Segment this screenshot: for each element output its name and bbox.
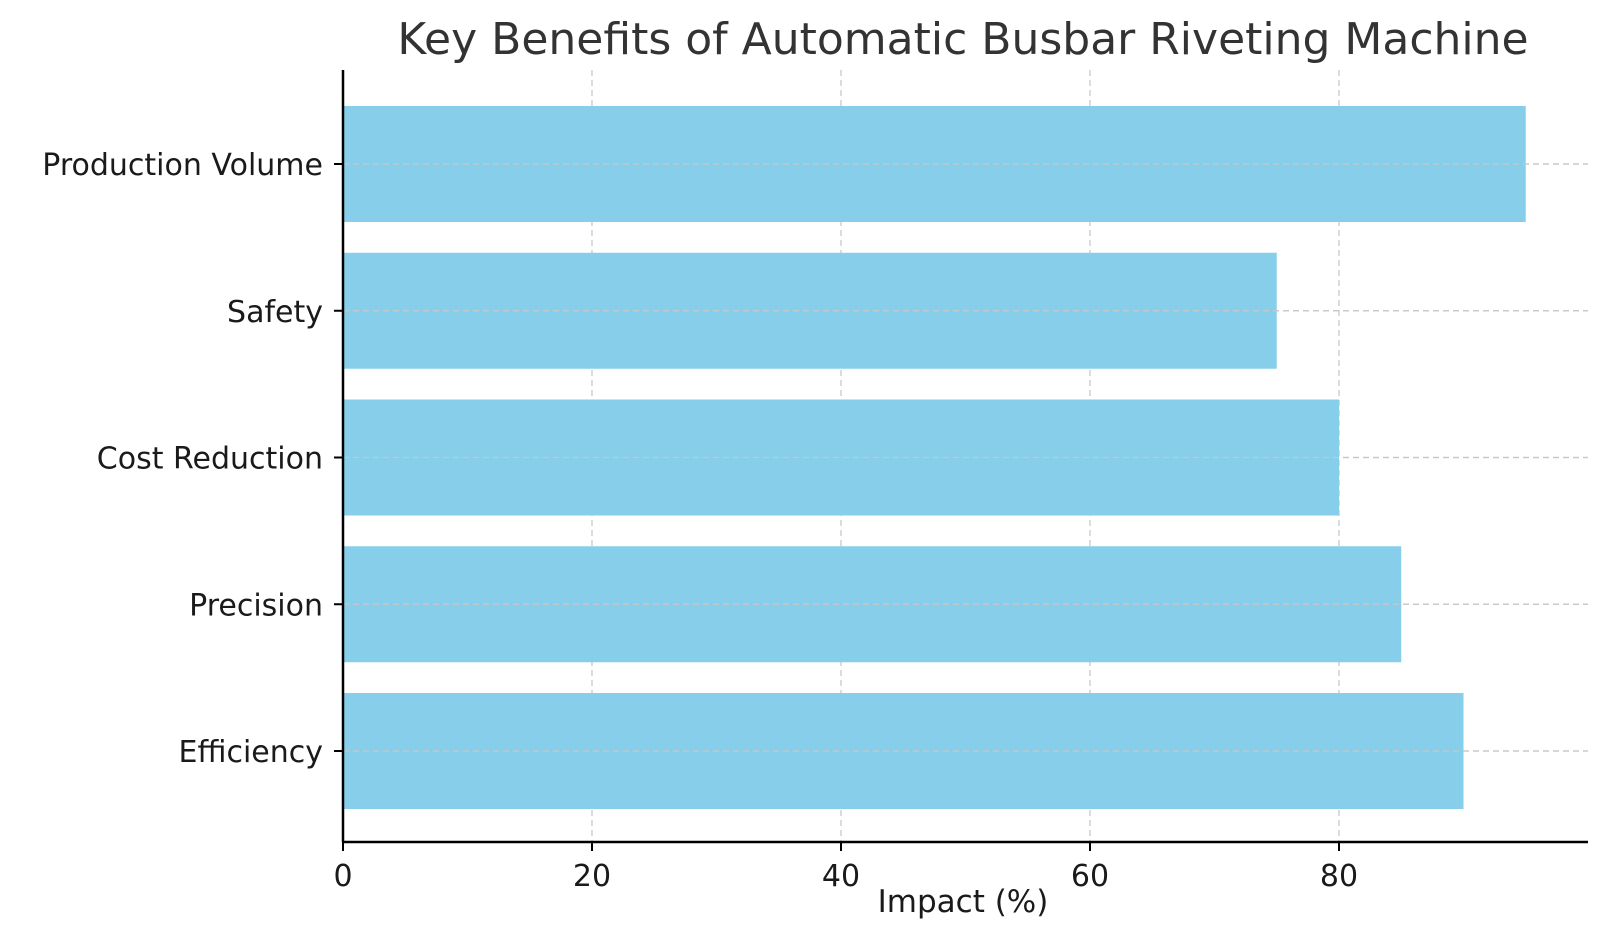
- chart-title: Key Benefits of Automatic Busbar Rivetin…: [397, 14, 1528, 65]
- axes-layer: [341, 70, 1588, 844]
- x-axis-label: Impact (%): [878, 884, 1049, 920]
- x-tick-label: 80: [1320, 859, 1358, 894]
- y-tick-label: Cost Reduction: [97, 442, 323, 477]
- ticks-layer: 0 20 40 60 80 Efficiency Precision Cost Reducti…: [42, 148, 1358, 894]
- y-tick-label: Efficiency: [178, 735, 323, 770]
- y-tick-label: Production Volume: [42, 148, 323, 183]
- y-grid-overlay: [343, 163, 1588, 752]
- x-tick-label: 60: [1071, 859, 1109, 894]
- x-tick-label: 20: [573, 859, 611, 894]
- y-tick-label: Safety: [227, 295, 323, 330]
- x-tick-label: 40: [822, 859, 860, 894]
- bar: [343, 546, 1402, 663]
- y-tick-label: Precision: [189, 588, 323, 623]
- x-tick-label: 0: [333, 859, 352, 894]
- bar: [343, 399, 1339, 516]
